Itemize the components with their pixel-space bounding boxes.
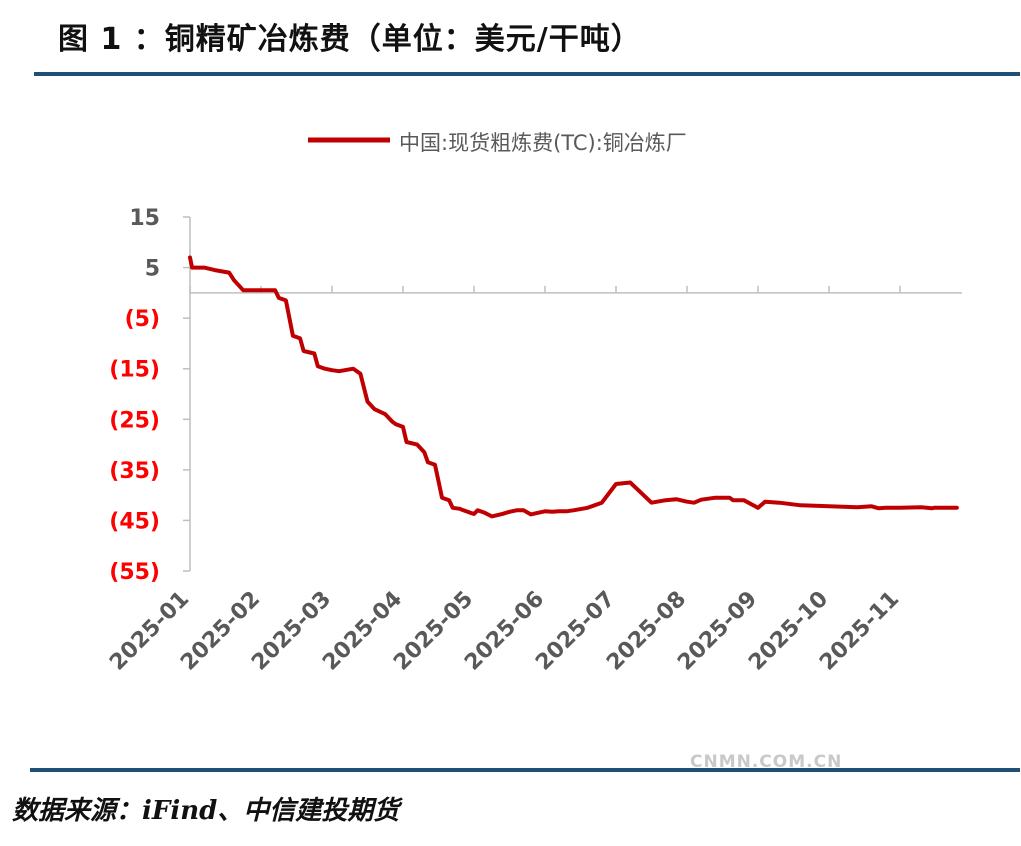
series-line xyxy=(188,255,959,519)
y-tick-label: (55) xyxy=(109,560,160,585)
data-source-note: 数据来源：iFind、中信建投期货 xyxy=(12,796,400,826)
watermark: CNMN.COM.CN xyxy=(690,752,843,772)
y-tick-label: (5) xyxy=(125,307,160,332)
chart-legend: 中国:现货粗炼费(TC):铜冶炼厂 xyxy=(308,131,687,155)
figure-title: 图 1 ：铜精矿冶炼费（单位：美元/干吨） xyxy=(58,22,642,57)
y-tick-label: (15) xyxy=(109,358,160,383)
chart-axes xyxy=(183,216,962,572)
y-tick-label: 5 xyxy=(145,257,160,282)
y-tick-label: 15 xyxy=(129,206,160,231)
bottom-divider xyxy=(30,768,1020,772)
legend-label: 中国:现货粗炼费(TC):铜冶炼厂 xyxy=(399,131,687,155)
y-axis-labels: 15 5 (5) (15) (25) (35) (45) (55) xyxy=(109,206,160,585)
y-tick-label: (25) xyxy=(109,408,160,433)
x-axis-labels: 2025-012025-022025-032025-042025-052025-… xyxy=(105,587,904,676)
y-tick-label: (35) xyxy=(109,459,160,484)
top-divider xyxy=(34,72,1020,76)
y-tick-label: (45) xyxy=(109,509,160,534)
